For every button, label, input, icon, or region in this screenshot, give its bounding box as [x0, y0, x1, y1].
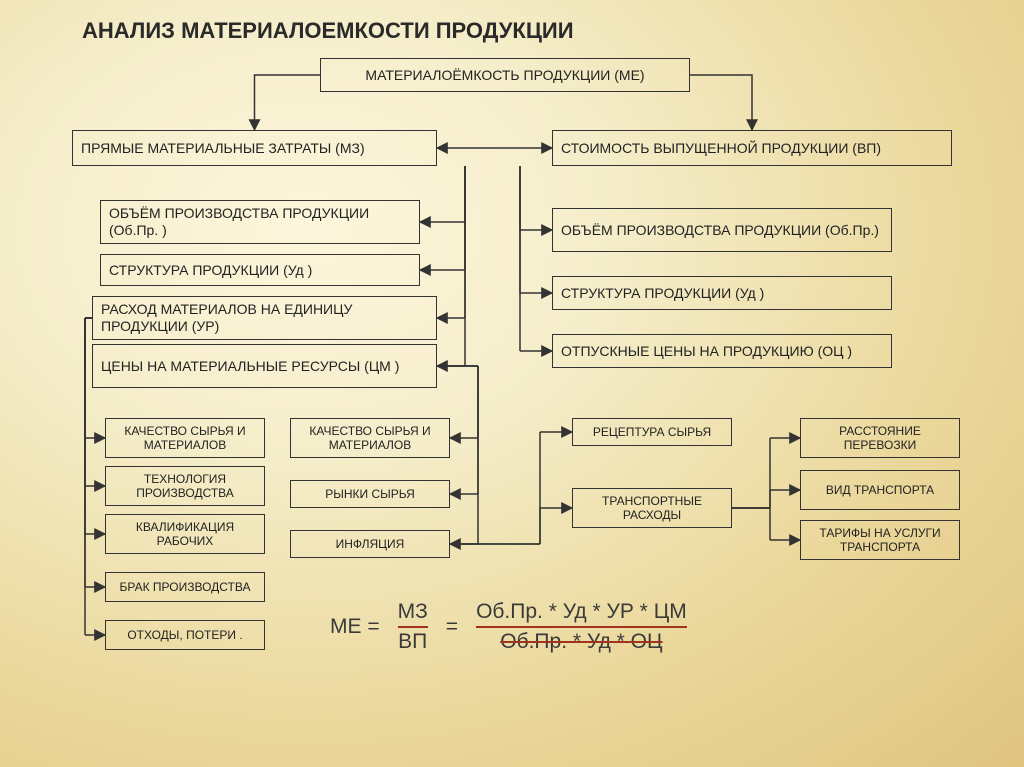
fraction-numerator: МЗ — [398, 600, 428, 624]
formula-equals: = — [446, 615, 458, 639]
node-label: КАЧЕСТВО СЫРЬЯ И МАТЕРИАЛОВ — [110, 424, 260, 453]
formula: МЕ =МЗВП=Об.Пр. * Уд * УР * ЦМОб.Пр. * У… — [330, 600, 687, 654]
node-r3: ОТПУСКНЫЕ ЦЕНЫ НА ПРОДУКЦИЮ (ОЦ ) — [552, 334, 892, 368]
node-label: СТРУКТУРА ПРОДУКЦИИ (Уд ) — [109, 262, 312, 279]
node-label: КАЧЕСТВО СЫРЬЯ И МАТЕРИАЛОВ — [295, 424, 445, 453]
node-label: БРАК ПРОИЗВОДСТВА — [120, 580, 251, 594]
node-l1: ОБЪЁМ ПРОИЗВОДСТВА ПРОДУКЦИИ (Об.Пр. ) — [100, 200, 420, 244]
node-mz: ПРЯМЫЕ МАТЕРИАЛЬНЫЕ ЗАТРАТЫ (МЗ) — [72, 130, 437, 166]
node-label: ТАРИФЫ НА УСЛУГИ ТРАНСПОРТА — [805, 526, 955, 555]
node-q4: БРАК ПРОИЗВОДСТВА — [105, 572, 265, 602]
diagram-title: АНАЛИЗ МАТЕРИАЛОЕМКОСТИ ПРОДУКЦИИ — [82, 18, 574, 44]
node-me: МАТЕРИАЛОЁМКОСТЬ ПРОДУКЦИИ (МЕ) — [320, 58, 690, 92]
fraction-line — [476, 626, 687, 628]
fraction-denominator: Об.Пр. * Уд * ОЦ — [476, 630, 687, 654]
node-label: МАТЕРИАЛОЁМКОСТЬ ПРОДУКЦИИ (МЕ) — [365, 67, 644, 84]
fraction: Об.Пр. * Уд * УР * ЦМ Об.Пр. * Уд * ОЦ — [476, 600, 687, 654]
node-t2: ВИД ТРАНСПОРТА — [800, 470, 960, 510]
node-l4: ЦЕНЫ НА МАТЕРИАЛЬНЫЕ РЕСУРСЫ (ЦМ ) — [92, 344, 437, 388]
node-label: ОТПУСКНЫЕ ЦЕНЫ НА ПРОДУКЦИЮ (ОЦ ) — [561, 343, 852, 360]
node-label: КВАЛИФИКАЦИЯ РАБОЧИХ — [110, 520, 260, 549]
node-label: РАССТОЯНИЕ ПЕРЕВОЗКИ — [805, 424, 955, 453]
node-p3: ИНФЛЯЦИЯ — [290, 530, 450, 558]
node-label: СТРУКТУРА ПРОДУКЦИИ (Уд ) — [561, 285, 764, 302]
diagram-stage: АНАЛИЗ МАТЕРИАЛОЕМКОСТИ ПРОДУКЦИИ МАТЕРИ… — [0, 0, 1024, 767]
node-label: РЫНКИ СЫРЬЯ — [325, 487, 415, 501]
node-label: ТРАНСПОРТНЫЕ РАСХОДЫ — [577, 494, 727, 523]
fraction-numerator: Об.Пр. * Уд * УР * ЦМ — [476, 600, 687, 624]
node-q5: ОТХОДЫ, ПОТЕРИ . — [105, 620, 265, 650]
node-r1: ОБЪЁМ ПРОИЗВОДСТВА ПРОДУКЦИИ (Об.Пр.) — [552, 208, 892, 252]
fraction-line — [398, 626, 428, 628]
node-vp: СТОИМОСТЬ ВЫПУЩЕННОЙ ПРОДУКЦИИ (ВП) — [552, 130, 952, 166]
node-l3: РАСХОД МАТЕРИАЛОВ НА ЕДИНИЦУ ПРОДУКЦИИ (… — [92, 296, 437, 340]
node-s1: РЕЦЕПТУРА СЫРЬЯ — [572, 418, 732, 446]
node-r2: СТРУКТУРА ПРОДУКЦИИ (Уд ) — [552, 276, 892, 310]
fraction: МЗ ВП — [398, 600, 428, 654]
fraction-denominator: ВП — [398, 630, 428, 654]
node-label: РЕЦЕПТУРА СЫРЬЯ — [593, 425, 711, 439]
node-label: ТЕХНОЛОГИЯ ПРОИЗВОДСТВА — [110, 472, 260, 501]
node-t3: ТАРИФЫ НА УСЛУГИ ТРАНСПОРТА — [800, 520, 960, 560]
node-label: ОТХОДЫ, ПОТЕРИ . — [127, 628, 242, 642]
node-label: ОБЪЁМ ПРОИЗВОДСТВА ПРОДУКЦИИ (Об.Пр. ) — [109, 205, 411, 239]
node-q1: КАЧЕСТВО СЫРЬЯ И МАТЕРИАЛОВ — [105, 418, 265, 458]
node-q2: ТЕХНОЛОГИЯ ПРОИЗВОДСТВА — [105, 466, 265, 506]
node-label: ЦЕНЫ НА МАТЕРИАЛЬНЫЕ РЕСУРСЫ (ЦМ ) — [101, 358, 399, 375]
node-label: ОБЪЁМ ПРОИЗВОДСТВА ПРОДУКЦИИ (Об.Пр.) — [561, 222, 879, 239]
node-p2: РЫНКИ СЫРЬЯ — [290, 480, 450, 508]
node-label: ИНФЛЯЦИЯ — [336, 537, 405, 551]
node-p1: КАЧЕСТВО СЫРЬЯ И МАТЕРИАЛОВ — [290, 418, 450, 458]
node-q3: КВАЛИФИКАЦИЯ РАБОЧИХ — [105, 514, 265, 554]
node-label: ПРЯМЫЕ МАТЕРИАЛЬНЫЕ ЗАТРАТЫ (МЗ) — [81, 140, 365, 157]
formula-lhs: МЕ = — [330, 615, 380, 639]
node-label: ВИД ТРАНСПОРТА — [826, 483, 934, 497]
node-label: РАСХОД МАТЕРИАЛОВ НА ЕДИНИЦУ ПРОДУКЦИИ (… — [101, 301, 428, 335]
node-l2: СТРУКТУРА ПРОДУКЦИИ (Уд ) — [100, 254, 420, 286]
node-s2: ТРАНСПОРТНЫЕ РАСХОДЫ — [572, 488, 732, 528]
node-t1: РАССТОЯНИЕ ПЕРЕВОЗКИ — [800, 418, 960, 458]
node-label: СТОИМОСТЬ ВЫПУЩЕННОЙ ПРОДУКЦИИ (ВП) — [561, 140, 881, 157]
